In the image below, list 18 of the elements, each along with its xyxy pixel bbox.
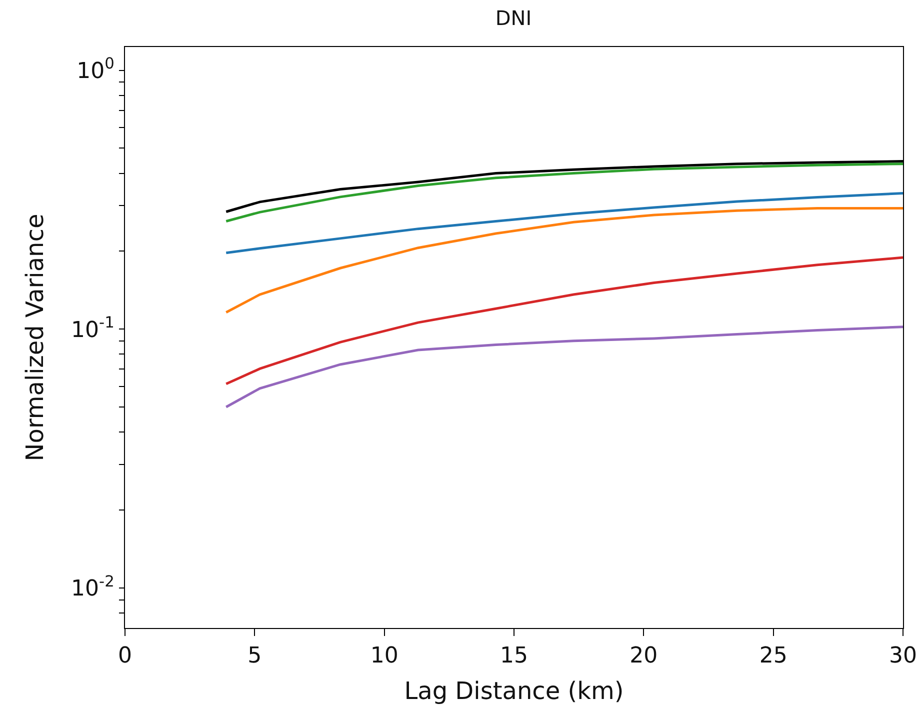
line-series	[224, 256, 903, 386]
y-tick-label: 10$^{-1}$	[71, 314, 114, 343]
x-tick-label: 0	[118, 644, 132, 669]
y-axis-title: Normalized Variance	[21, 214, 50, 462]
x-tick-label: 25	[759, 644, 788, 669]
x-tick-label: 10	[370, 644, 398, 669]
x-tick-label: 30	[889, 644, 917, 669]
y-tick-label: 10$^{0}$	[76, 54, 114, 84]
line-series	[224, 207, 903, 314]
chart-title: DNI	[495, 6, 532, 30]
line-series	[224, 162, 903, 222]
x-axis-title: Lag Distance (km)	[404, 676, 624, 705]
line-series	[224, 326, 903, 408]
x-tick-label: 15	[500, 644, 528, 669]
line-series	[224, 192, 903, 254]
x-tick-label: 5	[248, 644, 262, 669]
x-tick-label: 20	[630, 644, 658, 669]
y-tick-label: 10$^{-2}$	[71, 572, 114, 602]
